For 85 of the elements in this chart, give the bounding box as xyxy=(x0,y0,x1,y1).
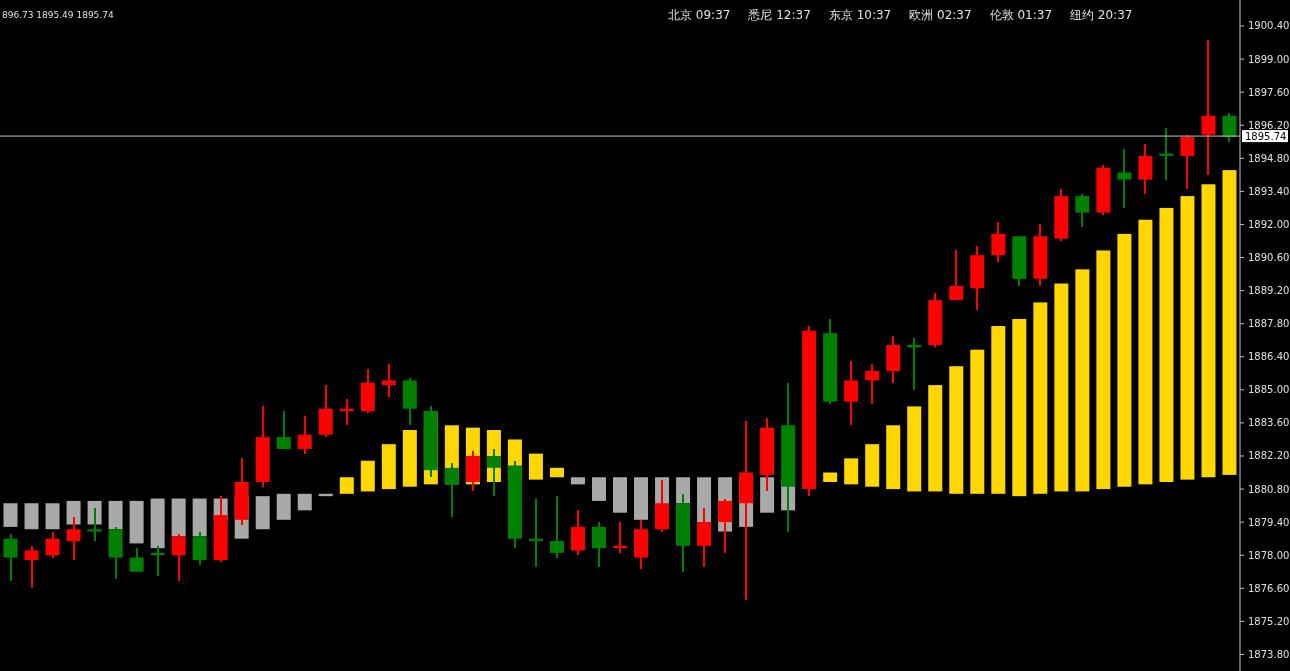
bar xyxy=(549,467,564,478)
annotation: 东京 10:37 xyxy=(828,8,892,22)
bar xyxy=(1033,302,1048,494)
ref-line-label: 1895.74 xyxy=(1245,130,1287,142)
bar xyxy=(381,444,396,490)
bar xyxy=(570,477,585,485)
candlestick xyxy=(24,544,39,590)
bar xyxy=(865,444,880,487)
bar xyxy=(255,496,270,530)
candlestick xyxy=(3,532,18,583)
candlestick xyxy=(297,414,312,455)
bar xyxy=(129,500,144,544)
bar xyxy=(886,425,901,490)
annotation: 伦敦 01:37 xyxy=(989,8,1053,22)
bar xyxy=(1222,170,1237,475)
annotation: 纽约 20:37 xyxy=(1070,8,1133,22)
bar xyxy=(907,406,922,492)
bar xyxy=(991,326,1006,494)
y-tick-label: 1887.80 xyxy=(1248,318,1290,330)
y-tick-label: 1878.00 xyxy=(1248,549,1290,561)
bar xyxy=(823,472,838,482)
y-tick-label: 1879.40 xyxy=(1248,516,1290,528)
bar xyxy=(297,493,312,511)
annotation: 欧洲 02:37 xyxy=(909,8,972,22)
bar xyxy=(844,458,859,485)
y-tick-label: 1880.80 xyxy=(1248,483,1290,495)
candlestick xyxy=(1117,147,1132,209)
candlestick xyxy=(276,410,291,450)
y-tick-label: 1873.80 xyxy=(1248,648,1290,660)
bar xyxy=(613,477,627,513)
y-tick-label: 1875.20 xyxy=(1248,615,1290,627)
y-tick-label: 1886.40 xyxy=(1248,351,1290,363)
y-tick-label: 1892.00 xyxy=(1248,218,1290,230)
y-tick-label: 1897.60 xyxy=(1248,86,1290,98)
bar xyxy=(1117,233,1132,487)
bar xyxy=(634,477,649,520)
y-tick-label: 1890.60 xyxy=(1248,252,1290,264)
bar xyxy=(66,500,81,525)
candlestick xyxy=(844,360,859,427)
y-tick-label: 1889.20 xyxy=(1248,285,1290,297)
bar xyxy=(1012,318,1027,497)
bar xyxy=(1075,269,1090,492)
candlestick xyxy=(45,530,60,559)
y-tick-label: 1896.20 xyxy=(1248,119,1290,131)
y-tick-label: 1876.60 xyxy=(1248,582,1290,594)
candlestick xyxy=(381,362,396,398)
bar xyxy=(1201,184,1216,478)
y-tick-label: 1899.00 xyxy=(1248,53,1290,65)
candlestick xyxy=(570,509,585,557)
bar xyxy=(402,430,417,487)
candlestick xyxy=(129,547,144,573)
y-tick-label: 1900.40 xyxy=(1248,20,1290,32)
annotation: 悉尼 12:37 xyxy=(747,8,811,22)
bar xyxy=(970,349,985,494)
y-tick-label: 1893.40 xyxy=(1248,185,1290,197)
candlestick xyxy=(865,362,880,406)
candlestick xyxy=(1138,143,1153,195)
bar xyxy=(24,503,39,530)
bar xyxy=(591,477,606,501)
y-tick-label: 1885.00 xyxy=(1248,384,1290,396)
bar xyxy=(1138,219,1153,485)
bar xyxy=(528,453,543,480)
bar xyxy=(276,493,291,520)
bar xyxy=(3,503,18,527)
candlestick xyxy=(1201,39,1216,176)
bar xyxy=(1180,196,1195,480)
bar xyxy=(1096,250,1111,490)
candlestick xyxy=(1075,192,1090,228)
y-tick-label: 1882.20 xyxy=(1248,450,1290,462)
candlestick xyxy=(949,249,964,302)
bar xyxy=(949,366,964,494)
bar xyxy=(45,503,60,530)
annotation: 896.73 1895.49 1895.74 xyxy=(2,10,114,20)
bar xyxy=(1054,283,1069,492)
annotation: 北京 09:37 xyxy=(668,8,731,22)
bar xyxy=(339,477,354,494)
candlestick xyxy=(991,221,1006,264)
candlestick xyxy=(591,521,606,569)
bar xyxy=(928,385,943,492)
bar xyxy=(1159,207,1174,482)
y-tick-label: 1894.80 xyxy=(1248,152,1290,164)
bar xyxy=(150,498,165,549)
candlestick xyxy=(549,495,564,559)
y-tick-label: 1883.60 xyxy=(1248,417,1290,429)
bar xyxy=(360,460,375,492)
